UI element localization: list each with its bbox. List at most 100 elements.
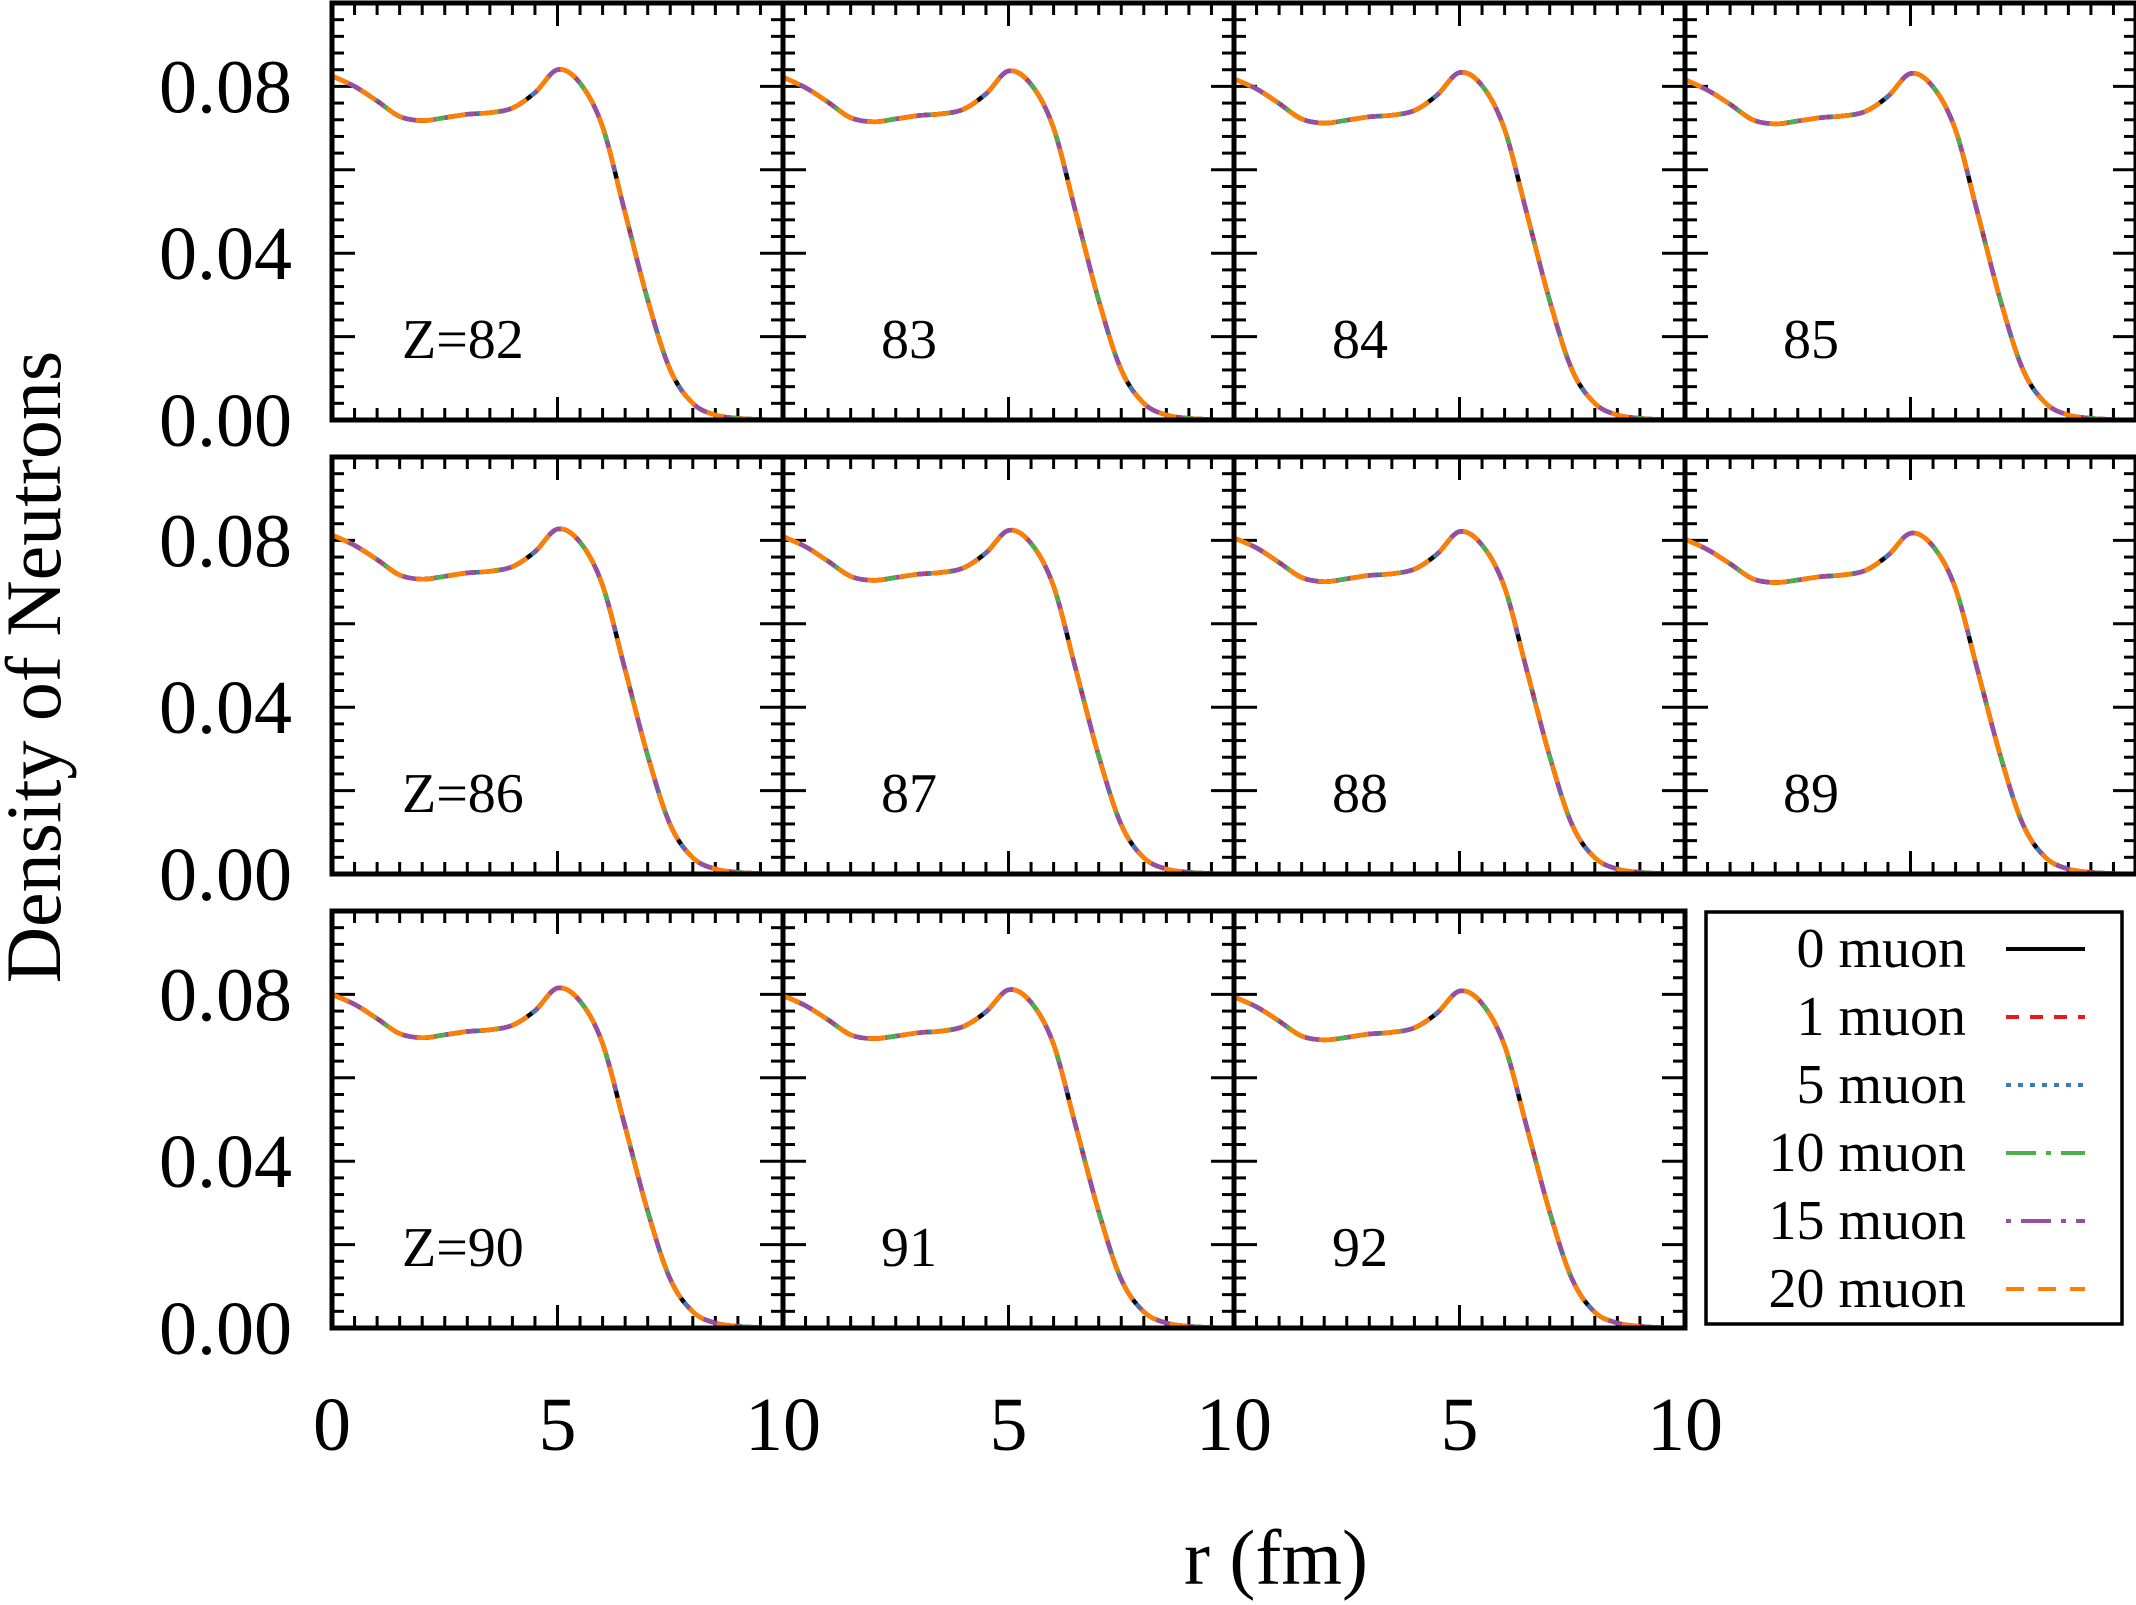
series-line-15-muon bbox=[331, 985, 784, 1331]
x-tick-label: 10 bbox=[745, 1383, 821, 1467]
y-tick-label: 0.04 bbox=[159, 212, 292, 296]
series-line-1-muon bbox=[782, 68, 1235, 423]
series-line-0-muon bbox=[782, 987, 1235, 1331]
legend-entry: 10 muon bbox=[1768, 1122, 2085, 1184]
series-line-1-muon bbox=[782, 987, 1235, 1331]
series-line-20-muon bbox=[331, 526, 784, 877]
panel-frame bbox=[1231, 908, 1688, 1331]
series-line-10-muon bbox=[1233, 529, 1686, 877]
legend-entry: 0 muon bbox=[1796, 918, 2085, 980]
x-tick-label: 10 bbox=[1647, 1383, 1723, 1467]
series-line-15-muon bbox=[331, 67, 784, 423]
panel-frame bbox=[780, 908, 1237, 1331]
series-line-10-muon bbox=[1233, 70, 1686, 423]
panel-label: 89 bbox=[1783, 763, 1839, 825]
series-line-5-muon bbox=[782, 987, 1235, 1331]
series-line-0-muon bbox=[1233, 70, 1686, 423]
legend-label: 10 muon bbox=[1768, 1122, 1966, 1184]
series-line-15-muon bbox=[782, 527, 1235, 877]
series-line-20-muon bbox=[331, 67, 784, 423]
x-axis-title: r (fm) bbox=[1184, 1514, 1368, 1601]
series-line-15-muon bbox=[1233, 529, 1686, 877]
y-tick-label: 0.08 bbox=[159, 45, 292, 129]
y-tick-label: 0.04 bbox=[159, 666, 292, 750]
panel-frame bbox=[780, 0, 1237, 423]
series-line-10-muon bbox=[782, 68, 1235, 423]
series-line-15-muon bbox=[1233, 70, 1686, 423]
panel-88: 88 bbox=[1231, 454, 1688, 877]
series-line-15-muon bbox=[782, 68, 1235, 423]
panel-frame bbox=[780, 454, 1237, 877]
series-line-0-muon bbox=[331, 985, 784, 1331]
series-line-15-muon bbox=[1233, 988, 1686, 1331]
series-line-10-muon bbox=[1684, 530, 2136, 877]
panel-frame bbox=[1231, 0, 1688, 423]
series-line-0-muon bbox=[1684, 530, 2136, 877]
series-line-5-muon bbox=[1233, 529, 1686, 877]
series-line-1-muon bbox=[331, 985, 784, 1331]
panel-Z-82: Z=82 bbox=[329, 0, 786, 423]
series-line-15-muon bbox=[331, 526, 784, 877]
y-axis-title: Density of Neutrons bbox=[0, 351, 77, 984]
series-line-0-muon bbox=[782, 527, 1235, 877]
series-line-0-muon bbox=[782, 68, 1235, 423]
panel-label: 87 bbox=[881, 763, 937, 825]
legend-label: 1 muon bbox=[1796, 986, 1966, 1048]
panel-84: 84 bbox=[1231, 0, 1688, 423]
x-tick-label: 10 bbox=[1196, 1383, 1272, 1467]
series-line-10-muon bbox=[782, 987, 1235, 1331]
series-line-20-muon bbox=[1233, 988, 1686, 1331]
legend-label: 20 muon bbox=[1768, 1258, 1966, 1320]
panel-87: 87 bbox=[780, 454, 1237, 877]
panel-frame bbox=[329, 454, 786, 877]
x-tick-label: 0 bbox=[313, 1383, 351, 1467]
legend-label: 15 muon bbox=[1768, 1190, 1966, 1252]
panel-83: 83 bbox=[780, 0, 1237, 423]
series-line-0-muon bbox=[1684, 70, 2136, 423]
series-line-5-muon bbox=[331, 67, 784, 423]
series-line-20-muon bbox=[1684, 70, 2136, 423]
legend-entry: 5 muon bbox=[1796, 1054, 2085, 1116]
series-line-10-muon bbox=[331, 526, 784, 877]
series-line-5-muon bbox=[782, 68, 1235, 423]
y-tick-label: 0.00 bbox=[159, 379, 292, 463]
y-tick-label: 0.08 bbox=[159, 499, 292, 583]
panel-frame bbox=[1682, 0, 2136, 423]
series-line-15-muon bbox=[1684, 530, 2136, 877]
series-line-1-muon bbox=[1684, 530, 2136, 877]
panel-label: 92 bbox=[1332, 1217, 1388, 1279]
series-line-1-muon bbox=[1684, 70, 2136, 423]
y-tick-label: 0.08 bbox=[159, 953, 292, 1037]
legend-label: 5 muon bbox=[1796, 1054, 1966, 1116]
series-line-10-muon bbox=[1684, 70, 2136, 423]
series-line-10-muon bbox=[1233, 988, 1686, 1331]
x-tick-label: 5 bbox=[539, 1383, 577, 1467]
panel-label: Z=90 bbox=[402, 1217, 524, 1279]
panel-frame bbox=[1682, 454, 2136, 877]
series-line-5-muon bbox=[782, 527, 1235, 877]
panel-85: 85 bbox=[1682, 0, 2136, 423]
series-line-5-muon bbox=[331, 985, 784, 1331]
series-line-1-muon bbox=[1233, 70, 1686, 423]
panel-label: 84 bbox=[1332, 309, 1388, 371]
series-line-5-muon bbox=[1684, 530, 2136, 877]
series-line-5-muon bbox=[1684, 70, 2136, 423]
panel-label: 85 bbox=[1783, 309, 1839, 371]
legend-box bbox=[1704, 910, 2124, 1326]
legend-entry: 1 muon bbox=[1796, 986, 2085, 1048]
y-tick-label: 0.04 bbox=[159, 1120, 292, 1204]
panel-91: 91 bbox=[780, 908, 1237, 1331]
series-line-20-muon bbox=[782, 527, 1235, 877]
series-line-5-muon bbox=[1233, 70, 1686, 423]
series-line-0-muon bbox=[331, 67, 784, 423]
series-line-10-muon bbox=[331, 67, 784, 423]
legend-label: 0 muon bbox=[1796, 918, 1966, 980]
series-line-5-muon bbox=[1233, 988, 1686, 1331]
panel-label: 91 bbox=[881, 1217, 937, 1279]
panel-frame bbox=[1231, 454, 1688, 877]
panel-frame bbox=[329, 0, 786, 423]
panel-89: 89 bbox=[1682, 454, 2136, 877]
panel-Z-86: Z=86 bbox=[329, 454, 786, 877]
panel-label: 88 bbox=[1332, 763, 1388, 825]
series-line-1-muon bbox=[331, 67, 784, 423]
